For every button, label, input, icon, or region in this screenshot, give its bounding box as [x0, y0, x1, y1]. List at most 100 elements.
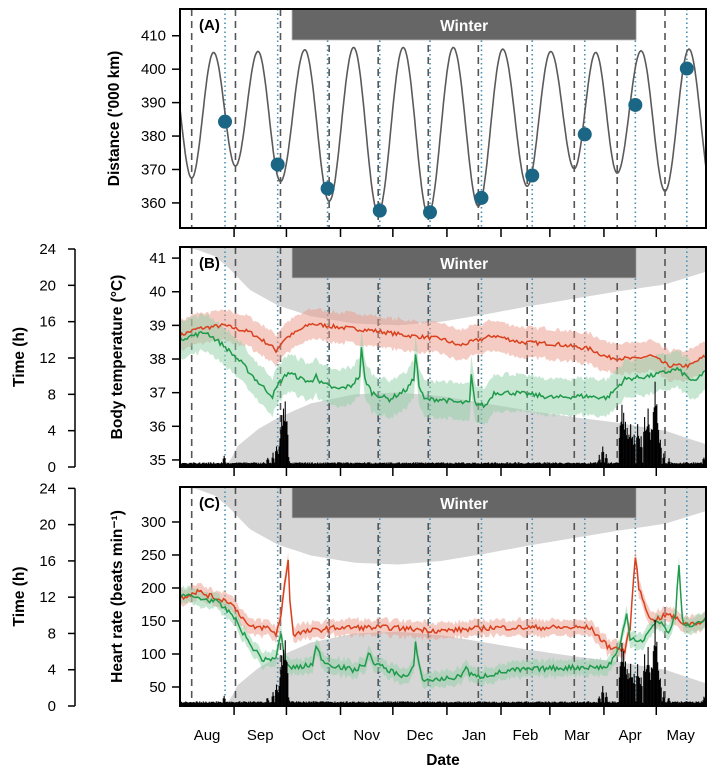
activity-bar	[595, 702, 597, 706]
activity-bar	[535, 462, 538, 467]
activity-bar	[240, 702, 242, 706]
activity-bar	[474, 462, 476, 467]
activity-bar	[612, 463, 614, 467]
activity-bar	[460, 702, 462, 706]
activity-bar	[603, 702, 606, 706]
activity-bar	[541, 463, 543, 467]
activity-bar	[380, 702, 382, 706]
activity-bar	[260, 701, 262, 706]
activity-bar	[530, 702, 532, 706]
activity-bar	[509, 702, 511, 706]
activity-bar	[365, 463, 367, 467]
activity-bar	[592, 462, 594, 467]
activity-bar	[436, 702, 438, 706]
activity-bar	[576, 701, 578, 706]
activity-bar	[308, 463, 310, 467]
activity-bar	[269, 702, 271, 706]
activity-bar	[495, 701, 497, 706]
activity-bar	[699, 463, 701, 467]
activity-bar	[345, 462, 347, 467]
activity-bar	[598, 696, 600, 706]
y-tick-label: 40	[149, 284, 166, 301]
activity-bar	[615, 462, 617, 467]
activity-bar	[453, 463, 456, 467]
activity-bar	[354, 462, 356, 467]
activity-bar	[664, 697, 666, 706]
activity-bar	[285, 660, 287, 706]
activity-bar	[467, 463, 469, 467]
activity-bar	[433, 701, 435, 706]
activity-bar	[445, 463, 447, 467]
activity-bar	[268, 459, 270, 467]
activity-bar	[691, 702, 693, 706]
activity-bar	[480, 462, 483, 467]
activity-bar	[238, 701, 240, 706]
activity-bar	[400, 463, 402, 467]
activity-bar	[342, 463, 344, 467]
activity-bar	[584, 702, 586, 706]
activity-bar	[626, 427, 628, 467]
activity-bar	[582, 702, 584, 706]
activity-bar	[548, 702, 551, 706]
activity-bar	[357, 463, 360, 467]
activity-bar	[625, 674, 627, 706]
activity-bar	[685, 462, 687, 467]
activity-bar	[185, 701, 187, 706]
activity-bar	[448, 463, 450, 467]
activity-bar	[558, 462, 560, 467]
activity-bar	[204, 702, 206, 706]
activity-bar	[702, 700, 704, 706]
activity-bar	[292, 462, 294, 467]
activity-bar	[494, 701, 496, 706]
activity-bar	[654, 381, 656, 467]
activity-bar	[214, 702, 216, 706]
activity-bar	[650, 680, 652, 706]
x-tick-label: Nov	[353, 727, 380, 744]
activity-bar	[236, 702, 238, 706]
activity-bar	[473, 701, 476, 706]
activity-bar	[294, 462, 296, 467]
activity-bar	[646, 426, 648, 467]
activity-bar	[293, 463, 295, 467]
activity-bar	[218, 701, 220, 706]
activity-bar	[450, 701, 452, 706]
activity-bar	[211, 701, 213, 706]
time-tick-label: 20	[39, 517, 56, 534]
activity-bar	[565, 462, 567, 467]
activity-bar	[574, 701, 576, 706]
activity-bar	[313, 463, 315, 467]
activity-bar	[399, 701, 401, 706]
activity-bar	[415, 702, 417, 706]
activity-bar	[294, 702, 296, 706]
activity-bar	[658, 680, 660, 706]
activity-bar	[476, 463, 478, 467]
activity-bar	[410, 462, 412, 467]
activity-bar	[247, 702, 249, 706]
activity-bar	[569, 462, 571, 467]
activity-bar	[487, 462, 489, 467]
activity-bar	[698, 701, 700, 706]
activity-bar	[355, 702, 357, 706]
activity-bar	[415, 462, 417, 467]
new-moon-distance-point	[423, 205, 438, 220]
activity-bar	[556, 702, 558, 706]
activity-bar	[476, 701, 478, 706]
activity-bar	[359, 462, 361, 467]
time-tick-label: 16	[39, 553, 56, 570]
activity-bar	[200, 463, 203, 467]
activity-bar	[681, 463, 683, 467]
activity-bar	[542, 463, 544, 467]
activity-bar	[351, 701, 353, 706]
activity-bar	[186, 463, 189, 467]
activity-bar	[560, 701, 562, 706]
activity-bar	[630, 663, 632, 706]
activity-bar	[353, 463, 355, 467]
activity-bar	[417, 462, 419, 467]
activity-bar	[241, 462, 243, 467]
activity-bar	[251, 462, 253, 467]
activity-bar	[443, 702, 445, 706]
activity-bar	[335, 463, 337, 467]
activity-bar	[406, 701, 408, 706]
activity-bar	[555, 462, 557, 467]
activity-bar	[385, 702, 387, 706]
